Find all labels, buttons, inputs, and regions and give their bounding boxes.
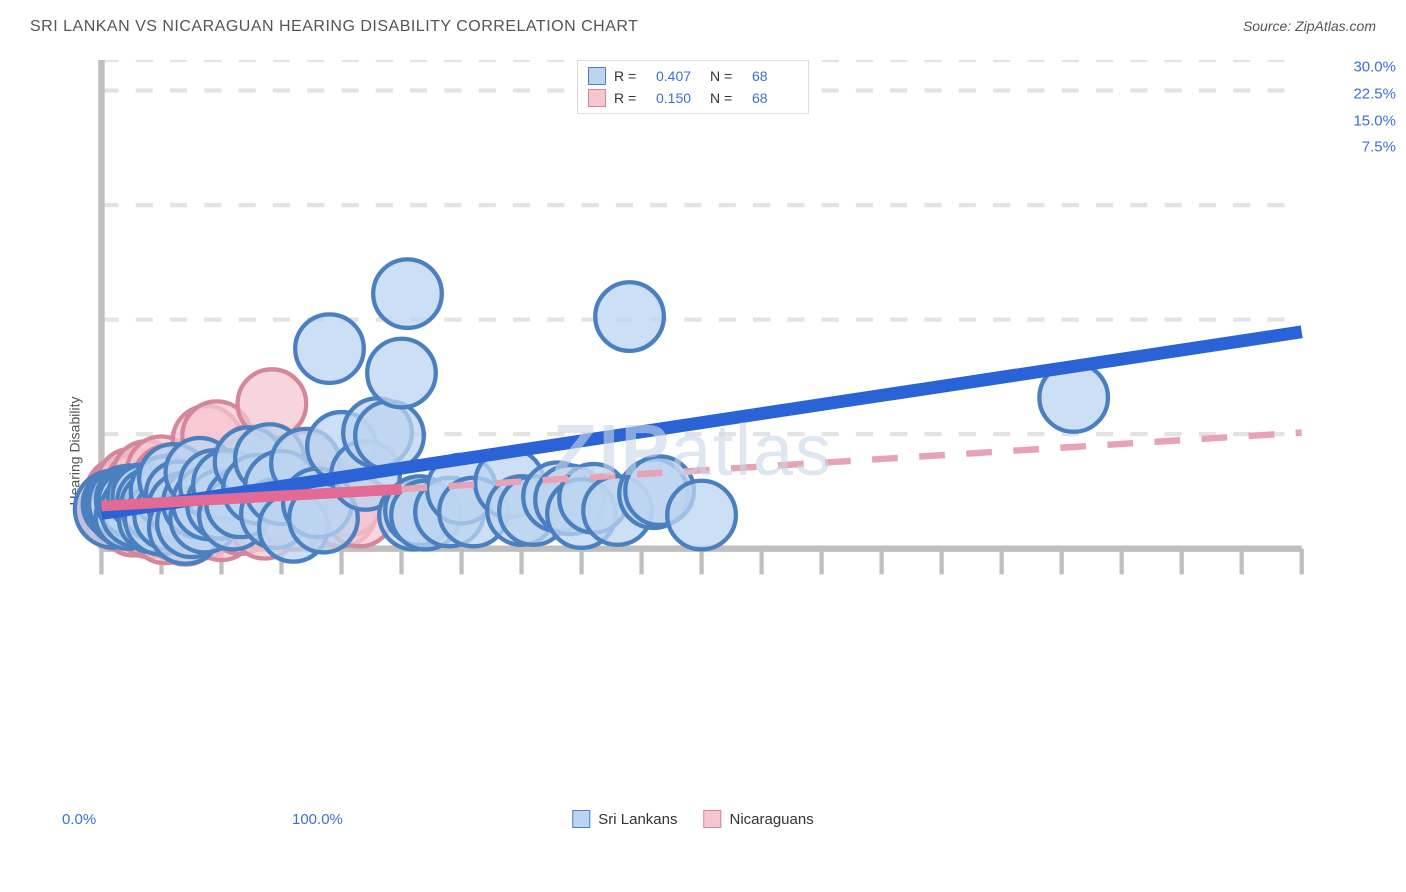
- chart-area: Hearing Disability ZIPatlas R = 0.407 N …: [50, 60, 1336, 842]
- source-value: ZipAtlas.com: [1295, 18, 1376, 34]
- x-tick-label: 0.0%: [62, 811, 96, 828]
- chart-title: SRI LANKAN VS NICARAGUAN HEARING DISABIL…: [30, 18, 638, 36]
- y-tick-label: 15.0%: [1353, 112, 1396, 129]
- swatch-pink-icon: [588, 89, 606, 107]
- series-legend: Sri Lankans Nicaraguans: [572, 810, 813, 828]
- r-value-2: 0.150: [656, 90, 702, 106]
- scatter-plot: [50, 60, 1336, 703]
- legend-label-srilankans: Sri Lankans: [598, 811, 677, 828]
- y-tick-label: 7.5%: [1362, 139, 1396, 156]
- legend-row-srilankans: R = 0.407 N = 68: [588, 65, 798, 87]
- legend-item-nicaraguans: Nicaraguans: [704, 810, 814, 828]
- y-tick-label: 22.5%: [1353, 85, 1396, 102]
- n-label-2: N =: [710, 90, 744, 106]
- x-tick-label: 100.0%: [292, 811, 343, 828]
- swatch-blue-icon: [572, 810, 590, 828]
- y-tick-label: 30.0%: [1353, 59, 1396, 76]
- n-label-1: N =: [710, 68, 744, 84]
- legend-label-nicaraguans: Nicaraguans: [730, 811, 814, 828]
- swatch-blue-icon: [588, 67, 606, 85]
- source-attribution: Source: ZipAtlas.com: [1243, 18, 1376, 34]
- n-value-2: 68: [752, 90, 798, 106]
- n-value-1: 68: [752, 68, 798, 84]
- legend-row-nicaraguans: R = 0.150 N = 68: [588, 87, 798, 109]
- source-label: Source:: [1243, 18, 1291, 34]
- r-label-2: R =: [614, 90, 648, 106]
- chart-header: SRI LANKAN VS NICARAGUAN HEARING DISABIL…: [0, 0, 1406, 46]
- swatch-pink-icon: [704, 810, 722, 828]
- legend-item-srilankans: Sri Lankans: [572, 810, 677, 828]
- r-label-1: R =: [614, 68, 648, 84]
- correlation-legend: R = 0.407 N = 68 R = 0.150 N = 68: [577, 60, 809, 114]
- r-value-1: 0.407: [656, 68, 702, 84]
